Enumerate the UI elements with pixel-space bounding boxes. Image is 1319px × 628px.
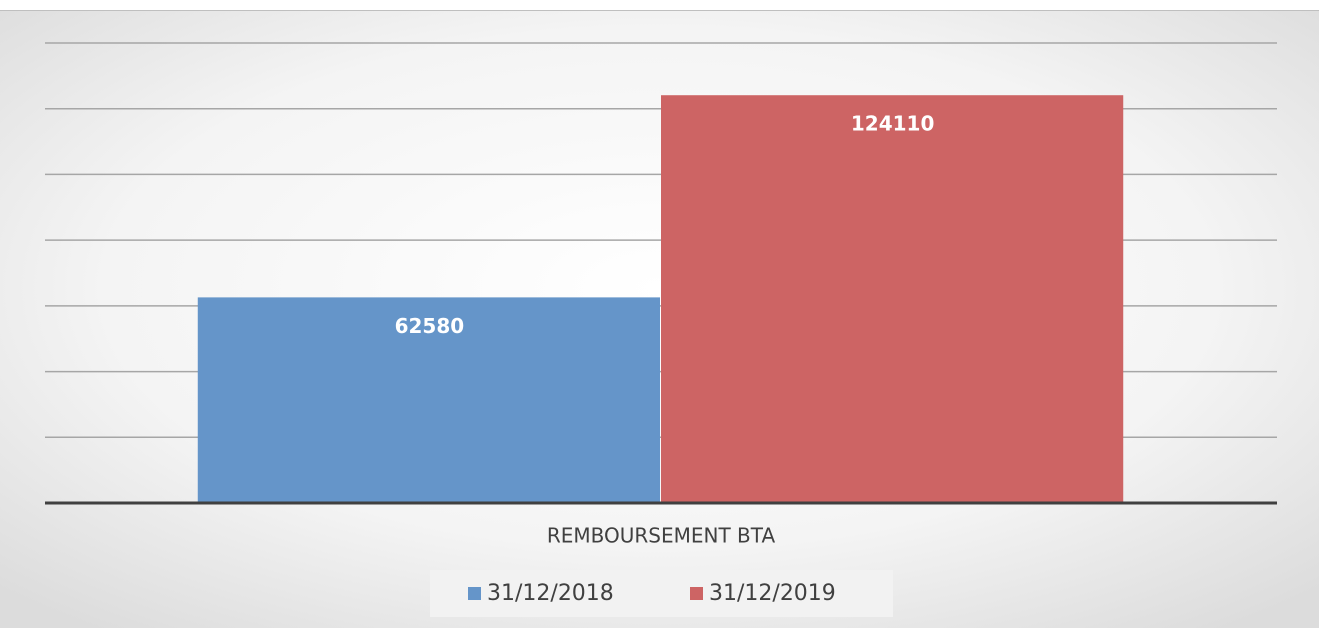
data-label: 124110 [851,112,935,136]
legend-label: 31/12/2018 [487,581,614,606]
bar [661,95,1124,504]
x-tick-label: REMBOURSEMENT BTA [547,524,776,548]
legend-box [430,570,893,617]
legend-swatch [690,587,703,600]
data-label: 62580 [395,314,465,338]
legend-swatch [468,587,481,600]
bar [197,297,660,503]
legend-label: 31/12/2019 [709,581,836,606]
